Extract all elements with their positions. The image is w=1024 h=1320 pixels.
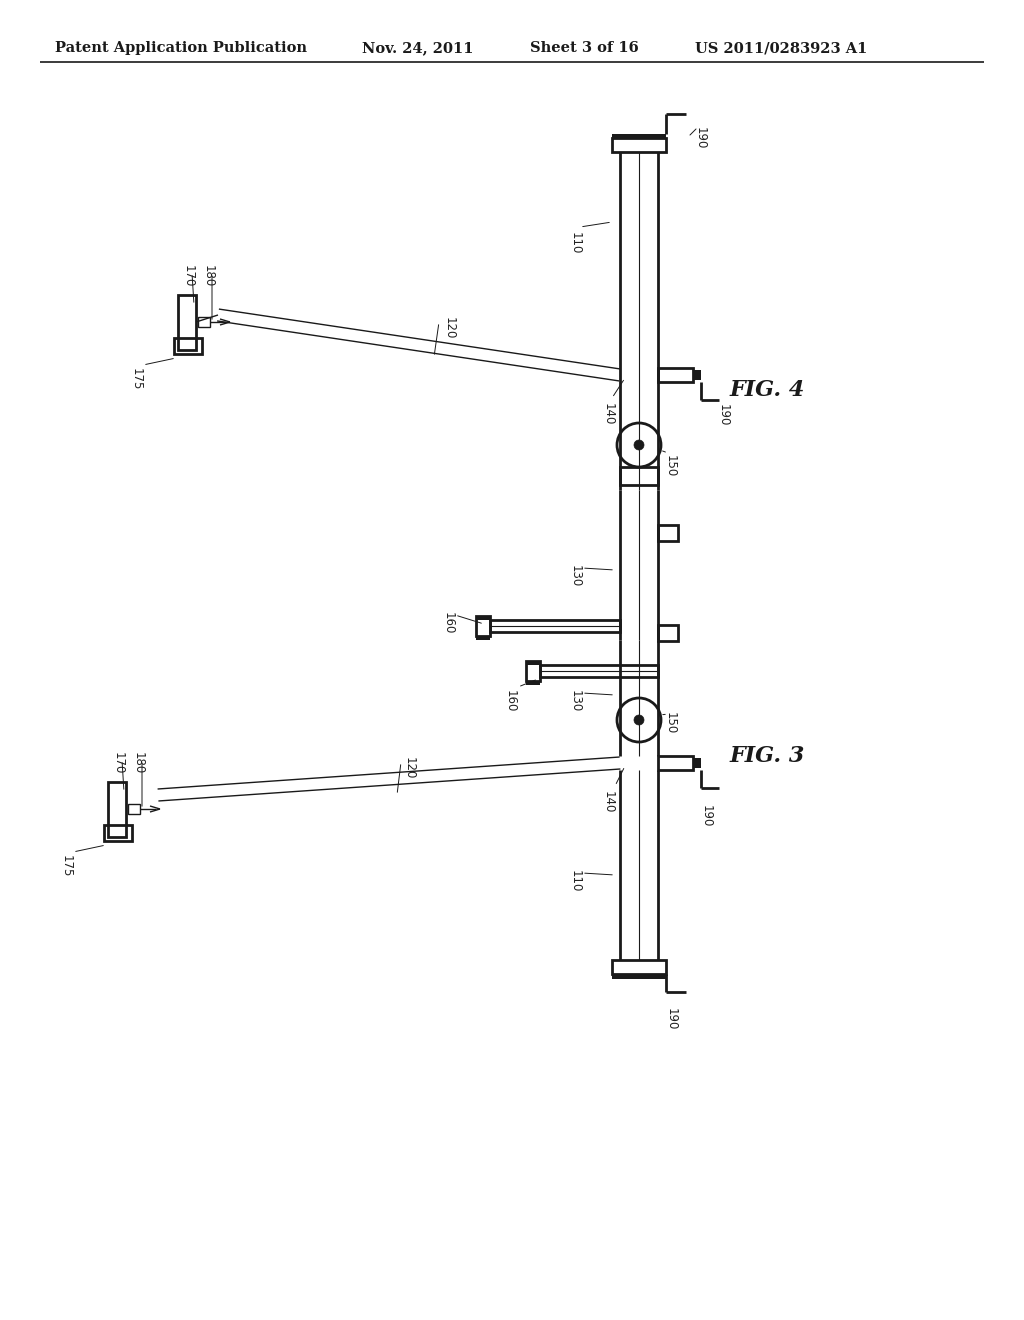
Text: 130: 130 — [568, 565, 582, 587]
Bar — [178, 294, 196, 350]
Text: 180: 180 — [202, 265, 214, 288]
Text: 190: 190 — [665, 1008, 678, 1031]
Bar — [104, 825, 132, 841]
Text: Patent Application Publication: Patent Application Publication — [55, 41, 307, 55]
Bar — [174, 338, 202, 354]
Circle shape — [634, 715, 644, 725]
Bar — [658, 624, 678, 642]
Text: 120: 120 — [442, 317, 456, 339]
Bar — [612, 960, 666, 974]
Text: 110: 110 — [568, 870, 582, 892]
Text: 160: 160 — [441, 612, 455, 635]
Bar — [540, 665, 658, 677]
Text: FIG. 4: FIG. 4 — [730, 379, 805, 401]
Bar — [658, 525, 678, 541]
Text: Sheet 3 of 16: Sheet 3 of 16 — [530, 41, 639, 55]
Text: 175: 175 — [129, 368, 142, 391]
Text: 190: 190 — [699, 805, 713, 828]
Text: FIG. 3: FIG. 3 — [730, 744, 805, 767]
Bar — [612, 135, 666, 139]
Bar — [476, 636, 490, 640]
Circle shape — [634, 440, 644, 450]
Text: 170: 170 — [112, 752, 125, 775]
Bar — [526, 661, 540, 681]
Text: 170: 170 — [181, 265, 195, 288]
Bar — [526, 681, 540, 685]
Bar — [198, 317, 210, 327]
Bar — [658, 368, 693, 381]
Text: 120: 120 — [402, 756, 416, 779]
Text: 140: 140 — [601, 403, 614, 425]
Text: 150: 150 — [664, 455, 677, 478]
Text: 110: 110 — [568, 232, 582, 255]
Text: 140: 140 — [601, 791, 614, 813]
Bar — [620, 467, 658, 484]
Bar — [612, 139, 666, 152]
Bar — [658, 756, 693, 770]
Bar — [693, 370, 701, 380]
Text: 190: 190 — [693, 127, 707, 149]
Text: US 2011/0283923 A1: US 2011/0283923 A1 — [695, 41, 867, 55]
Bar — [128, 804, 140, 814]
Text: 160: 160 — [504, 690, 516, 713]
Text: 190: 190 — [717, 404, 729, 426]
Bar — [476, 616, 490, 620]
Text: 175: 175 — [59, 855, 73, 878]
Text: 150: 150 — [664, 711, 677, 734]
Bar — [490, 620, 620, 632]
Bar — [612, 974, 666, 979]
Bar — [108, 781, 126, 837]
Text: 130: 130 — [568, 690, 582, 713]
Text: Nov. 24, 2011: Nov. 24, 2011 — [362, 41, 473, 55]
Bar — [476, 616, 490, 636]
Bar — [693, 758, 701, 768]
Bar — [526, 661, 540, 665]
Text: 180: 180 — [131, 752, 144, 775]
